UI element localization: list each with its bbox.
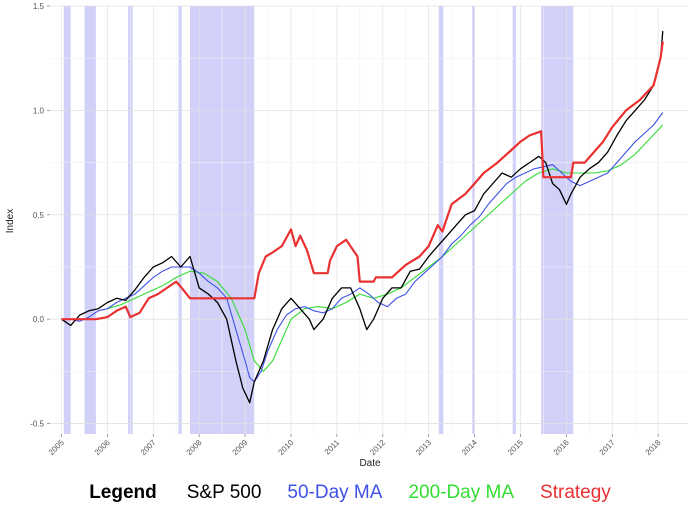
y-tick-label-3: 1.0 [33, 106, 45, 115]
shaded-period-7 [512, 6, 516, 434]
shaded-period-3 [178, 6, 182, 434]
x-tick-label-5: 2010 [276, 438, 295, 457]
x-tick-label-3: 2008 [185, 438, 204, 457]
x-tick-label-10: 2015 [506, 438, 525, 457]
series-line-s-p-500 [61, 31, 664, 404]
x-tick-label-1: 2006 [93, 438, 112, 457]
series-line-strategy [61, 41, 664, 321]
x-tick-label-9: 2014 [460, 438, 479, 457]
chart: 2005 2006 2007 2008 2009 2010 2011 2012 2013 2014… [5, 2, 688, 469]
grid [50, 5, 688, 434]
shaded-periods [63, 6, 574, 434]
y-axis-title: Index [5, 209, 16, 233]
shaded-period-8 [541, 6, 574, 434]
shaded-period-0 [63, 6, 71, 434]
x-tick-label-6: 2011 [323, 438, 342, 457]
x-tick-label-7: 2012 [368, 438, 387, 457]
y-tick-label-1: 0.0 [33, 315, 45, 324]
shaded-period-1 [84, 6, 96, 434]
x-tick-label-13: 2018 [644, 438, 663, 457]
shaded-period-6 [472, 6, 475, 434]
x-axis-ticks: 2005 2006 2007 2008 2009 2010 2011 2012 2013 2014… [47, 434, 663, 457]
series-lines [61, 31, 664, 404]
legend-item-200-day-ma: 200-Day MA [408, 482, 515, 503]
shaded-period-5 [438, 6, 444, 434]
y-axis-ticks: -0.5 0.0 0.5 1.0 1.5 [30, 2, 50, 429]
legend-item-50-day-ma: 50-Day MA [287, 482, 383, 503]
x-tick-label-0: 2005 [47, 438, 66, 457]
x-axis-title: Date [359, 458, 381, 469]
y-tick-label-2: 0.5 [33, 211, 45, 220]
series-line-50-day-ma [70, 112, 664, 383]
legend-title: Legend [89, 482, 157, 503]
x-tick-label-12: 2017 [598, 438, 617, 457]
legend-item-sp500: S&P 500 [186, 482, 262, 503]
y-tick-label-4: 1.5 [33, 2, 45, 11]
x-tick-label-8: 2013 [414, 438, 433, 457]
y-tick-label-0: -0.5 [30, 420, 44, 429]
x-tick-label-11: 2016 [552, 438, 571, 457]
x-tick-label-4: 2009 [231, 438, 250, 457]
x-tick-label-2: 2007 [139, 438, 158, 457]
legend: Legend S&P 500 50-Day MA 200-Day MA Stra… [0, 478, 700, 508]
legend-item-strategy: Strategy [540, 482, 611, 503]
